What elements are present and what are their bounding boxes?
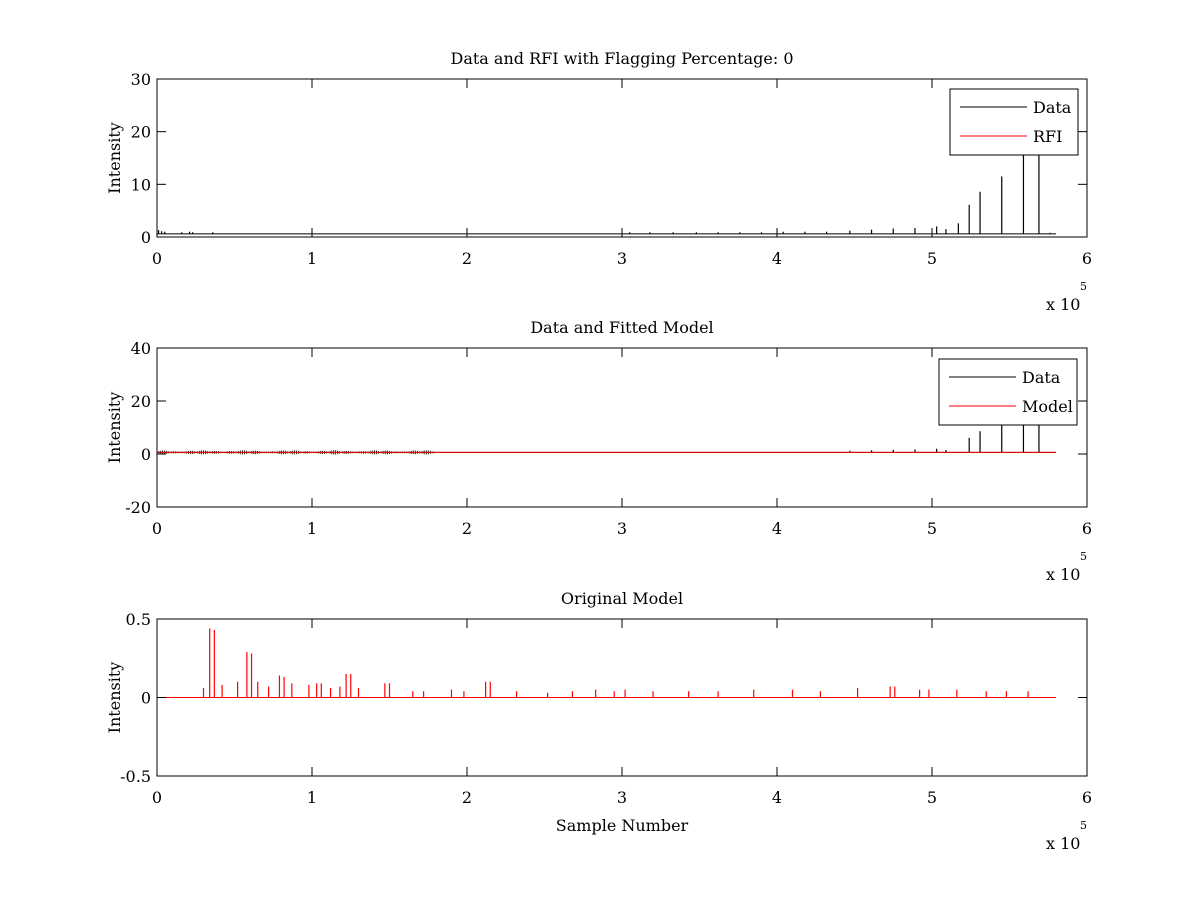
x-tick-label: 3 — [617, 249, 627, 268]
x-tick-label: 1 — [307, 788, 317, 807]
y-axis-label: Intensity — [105, 122, 124, 194]
x-multiplier-exponent: 5 — [1080, 819, 1087, 832]
x-tick-label: 1 — [307, 519, 317, 538]
x-tick-label: 4 — [772, 788, 782, 807]
x-tick-label: 2 — [462, 249, 472, 268]
x-tick-label: 3 — [617, 519, 627, 538]
legend-box — [938, 358, 1078, 426]
y-tick-label: 0.5 — [126, 610, 151, 629]
y-tick-label: 0 — [141, 445, 151, 464]
legend-box — [949, 88, 1079, 156]
legend-label-rfi: RFI — [1033, 127, 1062, 146]
x-tick-label: 2 — [462, 788, 472, 807]
chart-title: Data and Fitted Model — [530, 318, 713, 337]
legend: Data Model — [938, 358, 1078, 426]
plot-series — [157, 152, 1056, 235]
x-tick-label: 0 — [152, 788, 162, 807]
y-tick-label: -0.5 — [120, 767, 151, 786]
x-tick-label: 4 — [772, 249, 782, 268]
y-tick-label: 0 — [141, 228, 151, 247]
x-multiplier-exponent: 5 — [1080, 550, 1087, 563]
legend-label-model: Model — [1022, 397, 1073, 416]
x-tick-label: 5 — [927, 519, 937, 538]
y-tick-label: 20 — [131, 392, 151, 411]
x-tick-label: 4 — [772, 519, 782, 538]
y-tick-label: -20 — [125, 498, 151, 517]
plot-series — [156, 411, 1056, 455]
y-tick-label: 0 — [141, 689, 151, 708]
y-tick-label: 40 — [131, 339, 151, 358]
y-axis-label: Intensity — [105, 392, 124, 464]
x-tick-label: 6 — [1082, 788, 1092, 807]
x-tick-label: 6 — [1082, 519, 1092, 538]
x-tick-label: 3 — [617, 788, 627, 807]
y-tick-label: 20 — [131, 123, 151, 142]
x-tick-label: 5 — [927, 788, 937, 807]
plot-area — [156, 347, 1088, 508]
x-multiplier-base: x 10 — [1046, 565, 1080, 584]
y-tick-label: 30 — [131, 70, 151, 89]
x-multiplier-exponent: 5 — [1080, 280, 1087, 293]
x-axis-label: Sample Number — [556, 816, 689, 835]
y-axis-label: Intensity — [105, 662, 124, 734]
x-tick-label: 1 — [307, 249, 317, 268]
chart-title: Original Model — [561, 589, 683, 608]
legend-label-data: Data — [1022, 368, 1061, 387]
x-tick-label: 0 — [152, 519, 162, 538]
x-multiplier-base: x 10 — [1046, 834, 1080, 853]
x-tick-label: 6 — [1082, 249, 1092, 268]
plot-area — [156, 78, 1088, 238]
plot-series — [157, 628, 1056, 698]
x-tick-label: 0 — [152, 249, 162, 268]
x-multiplier-base: x 10 — [1046, 295, 1080, 314]
chart-title: Data and RFI with Flagging Percentage: 0 — [450, 49, 793, 68]
y-tick-label: 10 — [131, 175, 151, 194]
x-tick-label: 5 — [927, 249, 937, 268]
legend-label-data: Data — [1033, 98, 1072, 117]
x-tick-label: 2 — [462, 519, 472, 538]
legend: Data RFI — [949, 88, 1079, 156]
